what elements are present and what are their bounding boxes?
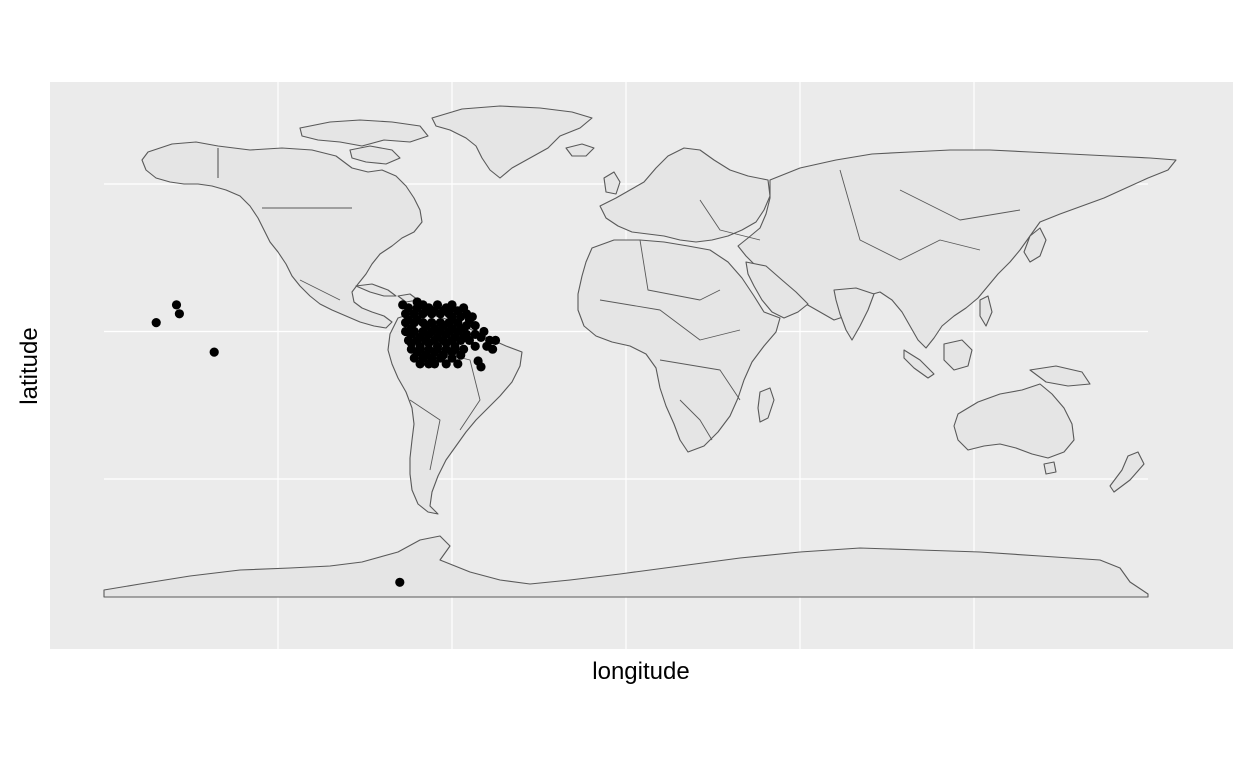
occurrence-point	[424, 329, 434, 339]
europe-landmass	[599, 147, 771, 243]
japan-island	[1023, 227, 1047, 263]
occurrence-point	[438, 306, 448, 316]
occurrence-point	[406, 338, 416, 348]
occurrence-point	[406, 329, 416, 339]
occurrence-point	[438, 350, 448, 360]
occurrence-point	[174, 309, 184, 319]
occurrence-point	[412, 303, 422, 313]
occurrence-point	[430, 306, 440, 316]
tasmania-island	[1043, 461, 1057, 475]
occurrence-point	[453, 359, 463, 369]
arctic-islands	[299, 119, 429, 147]
occurrence-point	[430, 347, 440, 357]
australia-landmass	[953, 383, 1075, 459]
uk-island	[603, 171, 621, 195]
new-guinea-island	[1029, 365, 1091, 387]
occurrence-point	[412, 315, 422, 325]
occurrence-point	[412, 347, 422, 357]
occurrence-point	[447, 312, 457, 322]
occurrence-point	[456, 324, 466, 334]
cuba-island	[355, 283, 397, 297]
occurrence-point	[459, 332, 469, 342]
occurrence-point	[415, 359, 425, 369]
north-america-landmass	[141, 141, 423, 329]
x-axis-label: longitude	[592, 658, 689, 685]
occurrence-point	[438, 321, 448, 331]
borneo-island	[943, 339, 973, 371]
occurrence-point	[432, 332, 443, 342]
greenland-landmass	[431, 105, 593, 179]
occurrence-point	[456, 350, 466, 360]
occurrence-point	[441, 329, 451, 339]
occurrence-point	[421, 306, 431, 316]
occurrence-point	[470, 341, 480, 351]
arabian-peninsula	[745, 261, 809, 319]
y-axis-label: latitude	[16, 327, 43, 404]
occurrence-point	[395, 577, 405, 587]
madagascar-island	[757, 387, 775, 423]
occurrence-point	[459, 303, 469, 313]
occurrence-point	[447, 300, 457, 310]
occurrence-point	[209, 347, 219, 357]
new-zealand-island	[1109, 451, 1145, 493]
occurrence-point	[490, 335, 501, 345]
occurrence-point	[441, 359, 451, 369]
occurrence-point	[476, 332, 486, 342]
antarctica-landmass	[103, 535, 1149, 598]
occurrence-point	[430, 324, 440, 334]
occurrence-point	[421, 350, 431, 360]
philippines-island	[979, 295, 993, 327]
sumatra-island	[903, 349, 935, 379]
india-peninsula	[833, 287, 875, 341]
occurrence-point	[488, 344, 498, 354]
arctic-island-small	[349, 145, 401, 165]
occurrence-point	[403, 315, 414, 325]
occurrence-point	[441, 338, 451, 348]
world-basemap	[103, 105, 1177, 598]
iceland-island	[565, 143, 595, 157]
occurrence-point	[415, 332, 425, 342]
occurrence-point	[151, 318, 161, 328]
occurrence-point	[450, 332, 460, 342]
occurrence-points	[151, 297, 501, 587]
occurrence-point	[476, 362, 486, 372]
occurrence-point	[447, 347, 457, 357]
occurrence-point	[430, 359, 440, 369]
occurrence-point	[447, 324, 457, 334]
occurrence-point	[421, 321, 431, 331]
occurrence-point	[424, 338, 434, 348]
occurrence-point	[171, 300, 182, 310]
africa-landmass	[577, 239, 781, 453]
occurrence-point	[470, 321, 480, 331]
country-borders	[299, 169, 1021, 471]
